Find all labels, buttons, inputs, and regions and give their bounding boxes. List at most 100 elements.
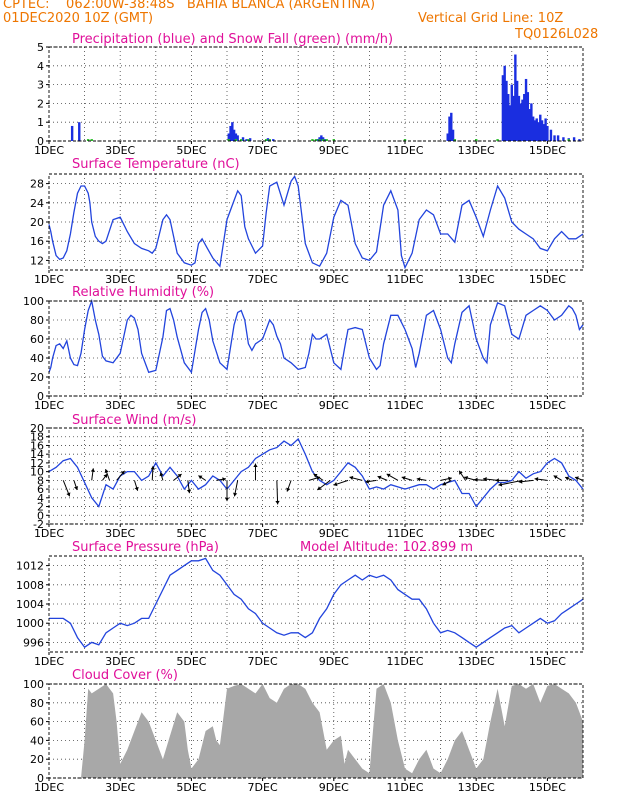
precip-bar (248, 138, 252, 141)
precip-bar (316, 139, 319, 141)
x-tick-label: 11DEC (386, 527, 423, 540)
wind-arrow (498, 479, 523, 486)
pressure-subtitle: Model Altitude: 102.899 m (300, 540, 473, 555)
wind-arrow-head (448, 476, 452, 481)
y-tick-label: 24 (30, 197, 44, 210)
x-tick-label: 11DEC (386, 655, 423, 668)
y-tick-label: 1012 (16, 560, 44, 573)
precip-bar (517, 95, 521, 141)
wind-arrow-head (186, 489, 192, 494)
y-tick-label: 996 (23, 636, 44, 649)
wind-arrow-head (495, 478, 499, 483)
precip-bar (526, 92, 530, 141)
snow-bar (314, 139, 318, 141)
y-tick-label: 14 (30, 448, 44, 461)
x-tick-label: 1DEC (34, 144, 64, 157)
x-tick-label: 11DEC (386, 399, 423, 412)
precip-bar (323, 139, 327, 141)
precip-bar (539, 114, 542, 141)
wind-arrow-head (120, 470, 125, 475)
y-tick-label: 1000 (16, 617, 44, 630)
x-tick-label: 5DEC (176, 527, 206, 540)
cloud-title: Cloud Cover (%) (72, 668, 178, 683)
precip-bar (451, 129, 455, 141)
x-tick-label: 9DEC (319, 655, 349, 668)
product-code: TQ0126L028 (515, 27, 599, 42)
precip-bar (229, 125, 232, 141)
precip-bar (266, 138, 270, 141)
cloud-panel: 0 20 40 60 80 100 1DEC 3DEC 5DEC 7DEC 9DEC 11DEC 13D… (23, 668, 584, 794)
wind-arrow-head (553, 475, 558, 480)
wind-title: Surface Wind (m/s) (72, 413, 196, 428)
x-tick-label: 7DEC (248, 399, 278, 412)
precip-bar (241, 137, 245, 141)
wind-arrow-head (90, 468, 95, 472)
precip-bar (501, 75, 505, 141)
wind-arrow-head (442, 481, 447, 486)
x-tick-label: 13DEC (458, 399, 495, 412)
x-tick-label: 3DEC (105, 655, 135, 668)
rh-line (48, 298, 584, 374)
x-tick-label: 5DEC (176, 273, 206, 286)
precip-bar (512, 95, 515, 141)
wind-arrow-head (224, 497, 230, 502)
temp-title: Surface Temperature (nC) (72, 157, 240, 172)
plot-frame (48, 683, 584, 779)
y-tick-label: 2 (37, 501, 44, 514)
precip-bar (540, 120, 544, 141)
snow-bar (453, 139, 457, 141)
grid-line-note: Vertical Grid Line: 10Z (418, 11, 564, 26)
x-tick-label: 15DEC (529, 273, 566, 286)
x-tick-label: 5DEC (176, 655, 206, 668)
wind-arrow-head (518, 479, 523, 484)
precip-bar (508, 105, 512, 141)
precip-bar (524, 78, 528, 141)
snow-bar (475, 139, 478, 141)
x-tick-label: 13DEC (458, 781, 495, 794)
precip-bar (544, 118, 547, 141)
y-tick-label: 4 (37, 60, 44, 73)
x-tick-label: 9DEC (319, 144, 349, 157)
precip-bar (503, 65, 506, 141)
wind-arrow-head (464, 475, 469, 481)
x-tick-label: 1DEC (34, 527, 64, 540)
wind-arrow-head (222, 477, 226, 482)
precip-bar (531, 116, 535, 141)
precip-bar (535, 118, 538, 141)
plot-frame (48, 427, 584, 525)
wind-line (48, 437, 584, 508)
x-tick-label: 11DEC (386, 781, 423, 794)
rh-title: Relative Humidity (%) (72, 285, 214, 300)
y-tick-label: 0 (37, 509, 44, 522)
wind-arrow-head (159, 472, 164, 477)
snow-bar (264, 139, 268, 141)
x-tick-label: 1DEC (34, 655, 64, 668)
wind-arrow-head (103, 473, 108, 478)
wind-arrow-head (134, 486, 139, 491)
x-tick-label: 15DEC (529, 527, 566, 540)
wind-arrow-head (386, 473, 391, 478)
y-tick-label: -2 (33, 518, 44, 531)
x-tick-label: 13DEC (458, 273, 495, 286)
precip-bar (320, 135, 323, 141)
wind-arrow-head (365, 479, 369, 484)
temp-line (48, 175, 584, 270)
snow-bar (332, 139, 335, 141)
precip-bar (510, 84, 513, 141)
x-tick-label: 3DEC (105, 781, 135, 794)
wind-arrow-head (313, 473, 318, 478)
x-tick-label: 7DEC (248, 655, 278, 668)
snow-bar (403, 139, 407, 141)
wind-arrow-head (575, 476, 579, 481)
x-tick-label: 3DEC (105, 527, 135, 540)
wind-arrow-head (66, 492, 71, 497)
x-tick-label: 9DEC (319, 527, 349, 540)
snow-bar (567, 139, 570, 141)
precip-bar (514, 54, 517, 141)
precip-bar (530, 103, 533, 141)
x-tick-label: 15DEC (529, 781, 566, 794)
wind-arrow-head (483, 477, 487, 482)
x-tick-label: 11DEC (386, 273, 423, 286)
y-tick-label: 100 (23, 678, 44, 691)
wind-arrow-head (316, 476, 321, 481)
